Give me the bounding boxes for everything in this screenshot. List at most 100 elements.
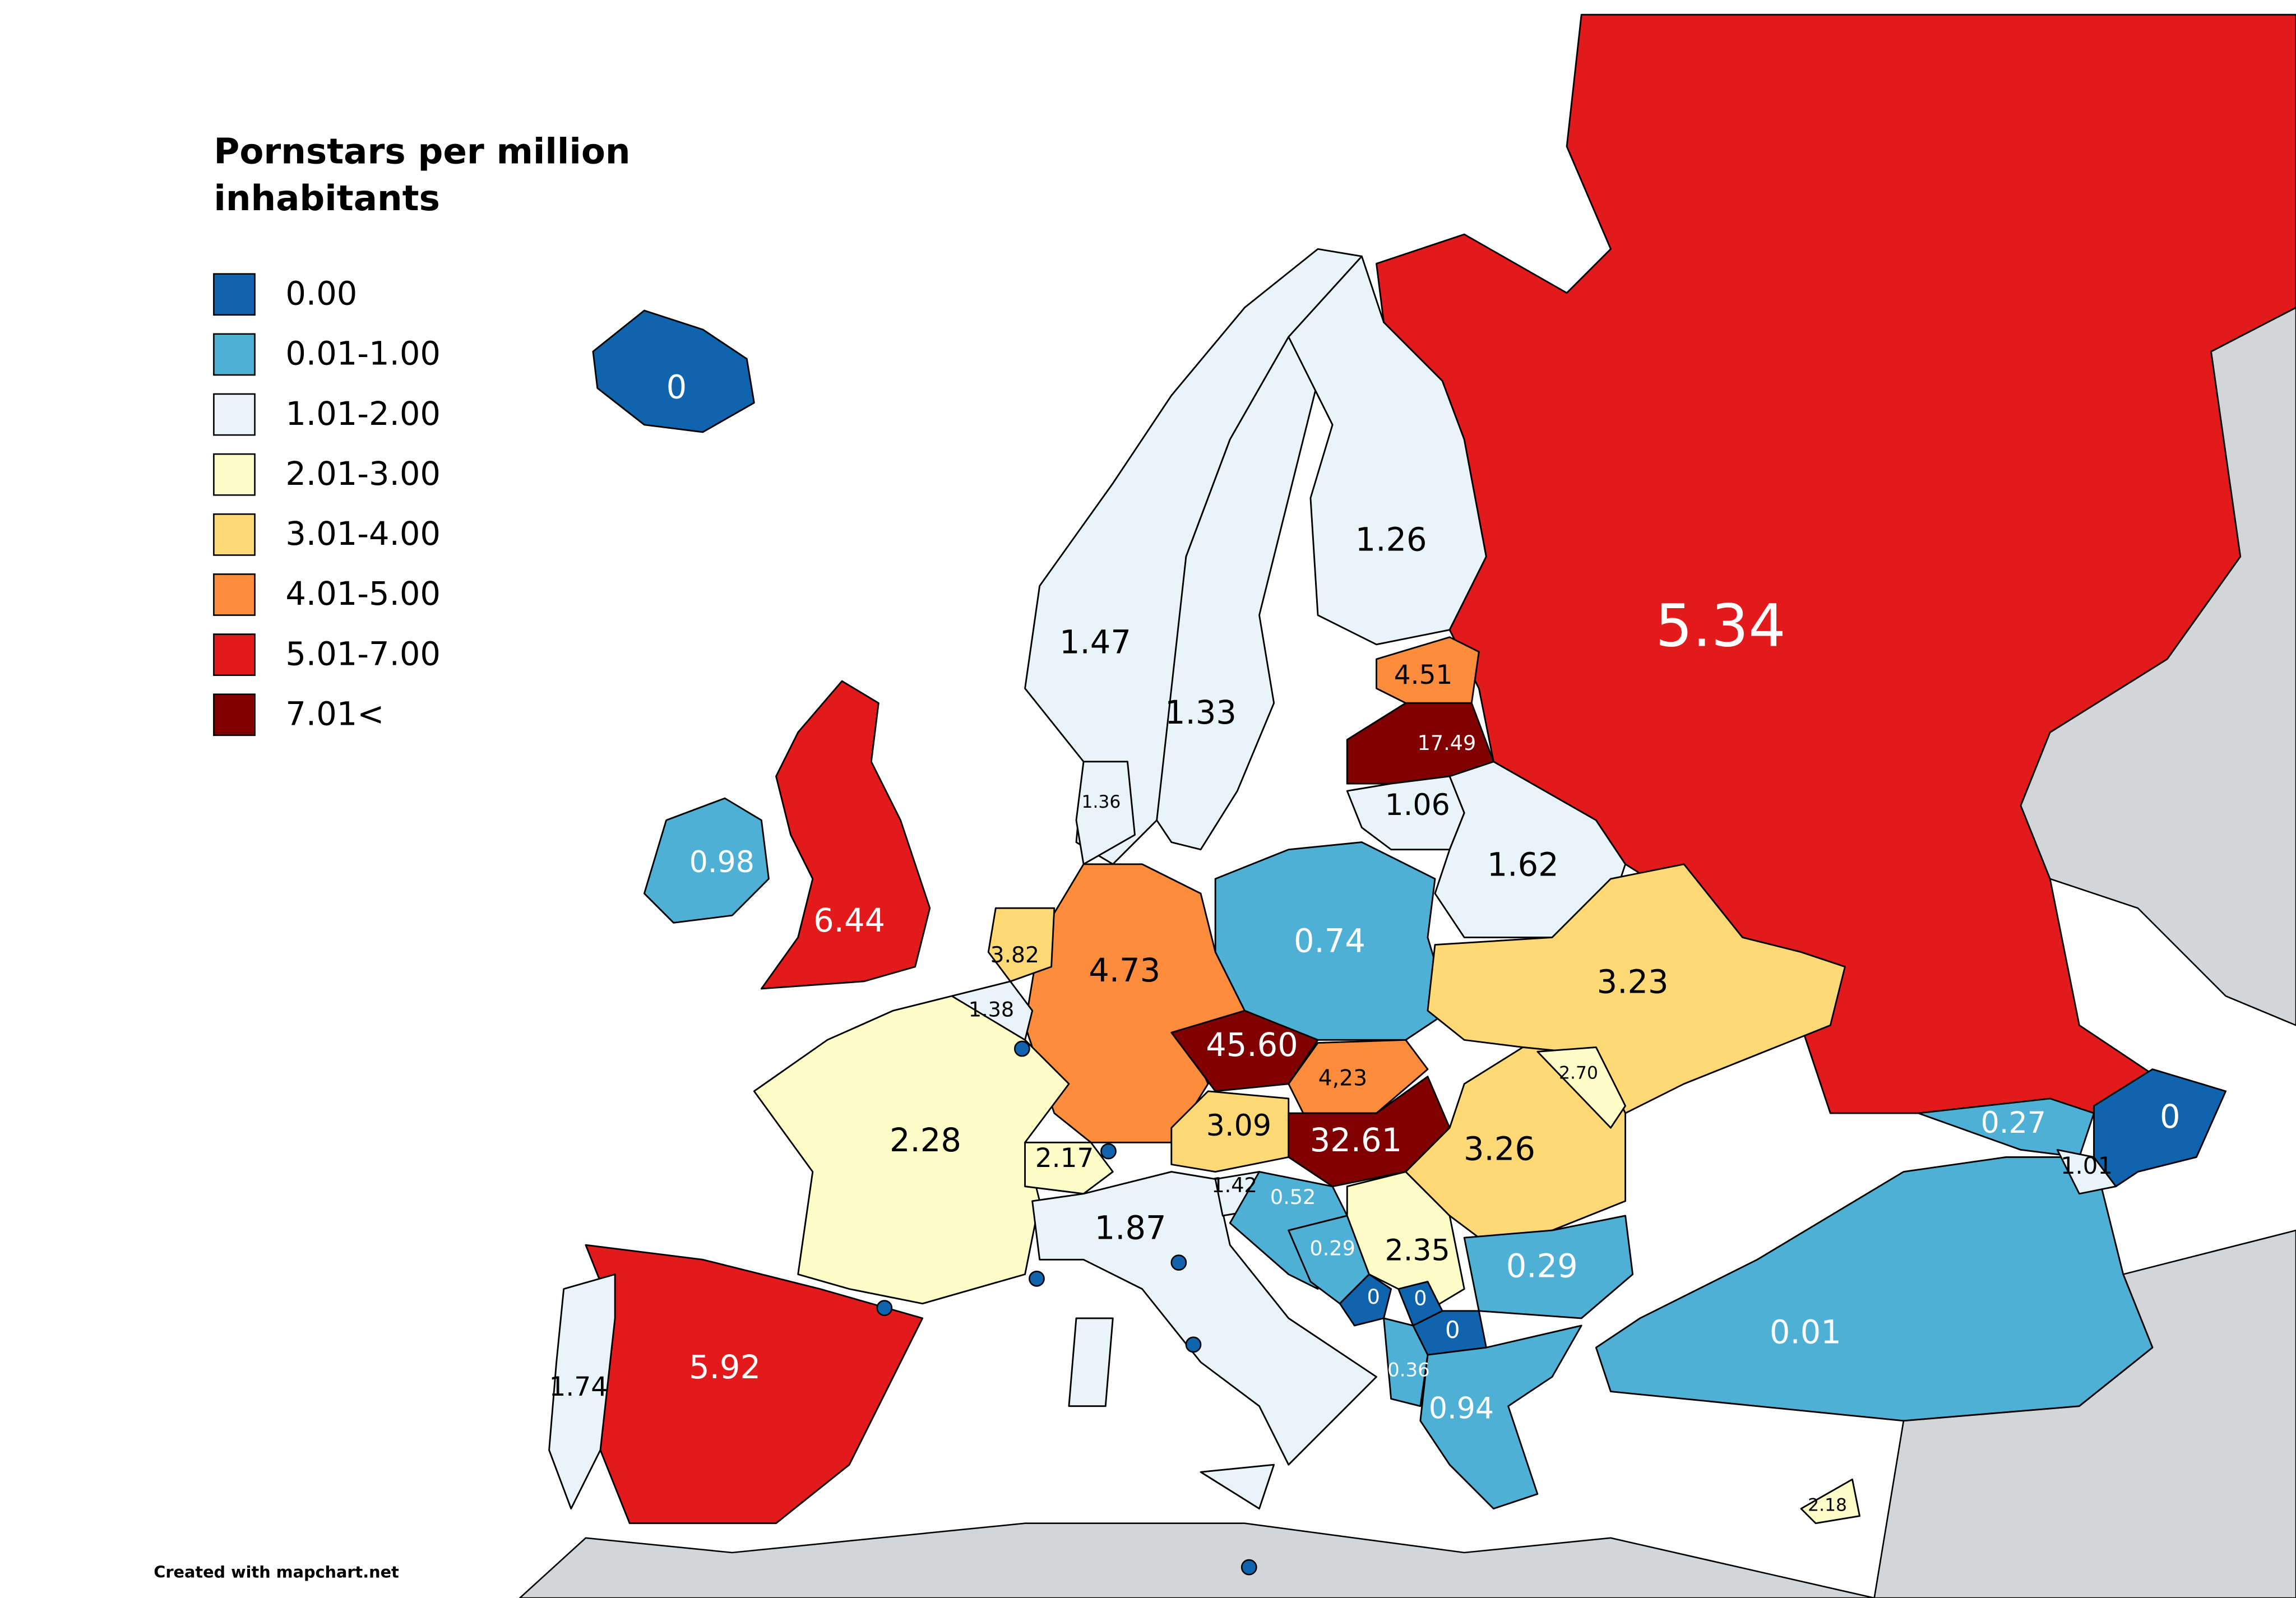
region [987,907,1056,983]
region-label: 0.98 [689,846,754,879]
microstate [876,1300,893,1316]
region [1376,13,2296,1114]
region-label: 5.92 [689,1349,761,1386]
region-label: 2.28 [890,1122,961,1159]
region-label: 0 [666,369,687,406]
region-label: 0 [1445,1316,1460,1344]
region [1419,1324,1582,1510]
region [1200,1463,1275,1510]
region-label: 3.09 [1206,1109,1271,1143]
region [1383,1317,1429,1407]
region [1024,1141,1114,1195]
region-label: 0 [1367,1285,1380,1309]
region-label: 1.33 [1165,694,1237,731]
legend-swatch [213,273,256,316]
legend: Pornstars per million inhabitants 0.00 0.… [213,131,631,737]
region-label: 0.27 [1981,1106,2046,1140]
region-label: 6.44 [813,902,885,939]
legend-label: 1.01-2.00 [285,395,441,433]
region-label: 5.34 [1655,591,1786,660]
region [1339,1273,1392,1327]
region-label: 17.49 [1418,731,1476,755]
legend-label: 0.01-1.00 [285,335,441,373]
region-label: 3.26 [1464,1131,1535,1168]
legend-swatch [213,573,256,616]
region [1405,1046,1627,1239]
region-label: 4,23 [1318,1066,1367,1091]
microstate [1100,1143,1117,1160]
region [1434,761,1627,938]
region-label: 4.73 [1089,952,1160,989]
region [2093,1068,2227,1188]
region-label: 3.23 [1597,964,1669,1001]
microstate [1240,1559,1257,1576]
region-labels: 0 0.98 6.44 1.47 1.33 1.26 5.34 4.51 17.49 1.06 1.… [549,369,2181,1516]
legend-title: Pornstars per million [214,131,630,172]
region-label: 0.01 [1770,1313,1841,1351]
region [753,995,1070,1305]
legend-label: 7.01< [285,695,384,733]
region [1800,1478,1860,1525]
region-label: 3.82 [990,943,1039,968]
microstate [1170,1254,1187,1271]
region-label: 1.74 [549,1372,608,1402]
region-label: 0 [2160,1098,2181,1136]
region-label: 1.87 [1095,1210,1166,1247]
footer: Created with mapchart.net [154,1563,399,1582]
region-label: 2.18 [1808,1495,1847,1515]
microstates [876,1040,1257,1576]
legend-swatch [213,453,256,496]
region [592,309,755,433]
legend-swatch [213,513,256,556]
region-label: 1.26 [1355,521,1427,559]
legend-label: 4.01-5.00 [285,575,441,613]
legend-swatch [213,333,256,376]
land-outside [519,1522,1874,1598]
legend-label: 2.01-3.00 [285,455,441,493]
region [1170,1009,1319,1092]
region-label: 4.51 [1394,660,1453,691]
region [1595,1156,2154,1422]
region-label: 1.06 [1385,789,1450,822]
microstate [1029,1270,1045,1287]
region [1068,1317,1114,1407]
microstate [1185,1336,1202,1353]
region-label: 1.38 [969,998,1014,1022]
region-label: 0.29 [1506,1248,1578,1285]
region-label: 2.35 [1385,1234,1450,1267]
region [1463,1215,1634,1319]
region-label: 0 [1414,1286,1427,1310]
legend-label: 3.01-4.00 [285,515,441,553]
microstate [1013,1040,1030,1057]
region [643,797,770,924]
region-label: 1.62 [1487,846,1559,884]
legend-label: 5.01-7.00 [285,635,441,673]
region-label: 1.42 [1211,1173,1257,1197]
region-label: 0.94 [1429,1392,1494,1426]
region-label: 1.01 [2061,1152,2113,1179]
region [1075,761,1136,865]
region-label: 2.17 [1035,1143,1094,1174]
legend-swatch [213,633,256,676]
region [1156,336,1319,851]
region-label: 0.29 [1309,1236,1355,1261]
region-label: 32.61 [1310,1122,1402,1159]
legend-title: inhabitants [214,178,440,219]
region-label: 2.70 [1559,1063,1598,1083]
region [1917,1097,2095,1158]
region [1536,1046,1627,1129]
region-label: 45.60 [1206,1026,1298,1064]
region [1427,863,1846,1114]
region [548,1273,616,1510]
region-label: 1.47 [1059,623,1131,661]
legend-swatch [213,693,256,737]
region [760,680,931,990]
legend-swatch [213,393,256,436]
legend-label: 0.00 [285,275,357,312]
region-label: 0.36 [1387,1359,1430,1381]
region-label: 0.52 [1270,1185,1316,1209]
region-label: 1.36 [1082,792,1121,812]
regions [548,13,2296,1525]
region-label: 0.74 [1294,923,1365,960]
